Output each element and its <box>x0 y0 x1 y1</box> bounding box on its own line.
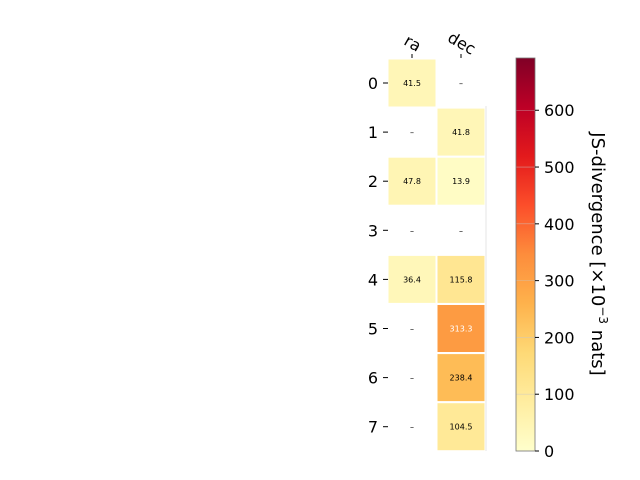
cell-label: – <box>459 79 463 88</box>
colorbar-label-prefix: JS-divergence [×10 <box>587 131 608 306</box>
colorbar-frame <box>515 57 536 452</box>
cell-label: 36.4 <box>403 275 421 284</box>
colorbar-tick-label: 100 <box>544 385 575 404</box>
row-label-6: 6 <box>368 369 378 388</box>
colorbar <box>515 57 536 452</box>
colorbar-tick-label: 200 <box>544 328 575 347</box>
cell-label: 104.5 <box>450 423 473 432</box>
cell-label: – <box>410 374 414 383</box>
colorbar-axis: 0 100 200 300 400 500 600 <box>535 101 575 461</box>
colorbar-label-exponent: −3 <box>596 306 610 324</box>
colorbar-tick-label: 0 <box>544 442 554 461</box>
row-label-5: 5 <box>368 320 378 339</box>
cell-label: 41.5 <box>403 79 421 88</box>
cell-label: – <box>410 423 414 432</box>
colorbar-tick-label: 300 <box>544 272 575 291</box>
row-label-0: 0 <box>368 74 378 93</box>
row-label-4: 4 <box>368 270 378 289</box>
column-label-ra: ra <box>401 31 425 56</box>
cell-label: 13.9 <box>452 177 470 186</box>
heatmap-cell <box>437 305 485 352</box>
heatmap-cell <box>388 157 436 205</box>
colorbar-label: JS-divergence [×10−3 nats] <box>587 131 610 375</box>
colorbar-label-suffix: nats] <box>587 324 608 376</box>
cell-label: 115.8 <box>450 275 473 284</box>
heatmap-cell <box>437 157 485 205</box>
heatmap-cell <box>388 255 436 303</box>
cell-label: 41.8 <box>452 128 470 137</box>
cell-label: – <box>410 226 414 235</box>
colorbar-tick-label: 500 <box>544 158 575 177</box>
cell-label: – <box>410 128 414 137</box>
colorbar-tick-label: 400 <box>544 215 575 234</box>
heatmap-cell <box>437 108 485 156</box>
heatmap-cell <box>437 354 485 402</box>
heatmap-cell <box>437 255 485 303</box>
row-label-7: 7 <box>368 418 378 437</box>
cell-label: 238.4 <box>450 374 473 383</box>
row-label-1: 1 <box>368 123 378 142</box>
row-label-2: 2 <box>368 172 378 191</box>
heatmap-cell <box>388 59 436 107</box>
cell-label: 313.3 <box>450 325 473 334</box>
cell-label: – <box>410 325 414 334</box>
colorbar-tick-label: 600 <box>544 101 575 120</box>
heatmap-grid: 41.5 – – 41.8 47.8 13.9 – – 36.4 115.8 – 313.3 – 238.… <box>388 59 487 451</box>
cell-label: 47.8 <box>403 177 421 186</box>
row-labels: 0 1 2 3 4 5 6 7 <box>368 74 388 437</box>
colorbar-gradient <box>516 58 535 451</box>
column-labels: ra dec <box>401 28 479 59</box>
row-label-3: 3 <box>368 221 378 240</box>
column-label-dec: dec <box>445 28 479 59</box>
cell-label: – <box>459 226 463 235</box>
heatmap-cell <box>437 403 485 451</box>
